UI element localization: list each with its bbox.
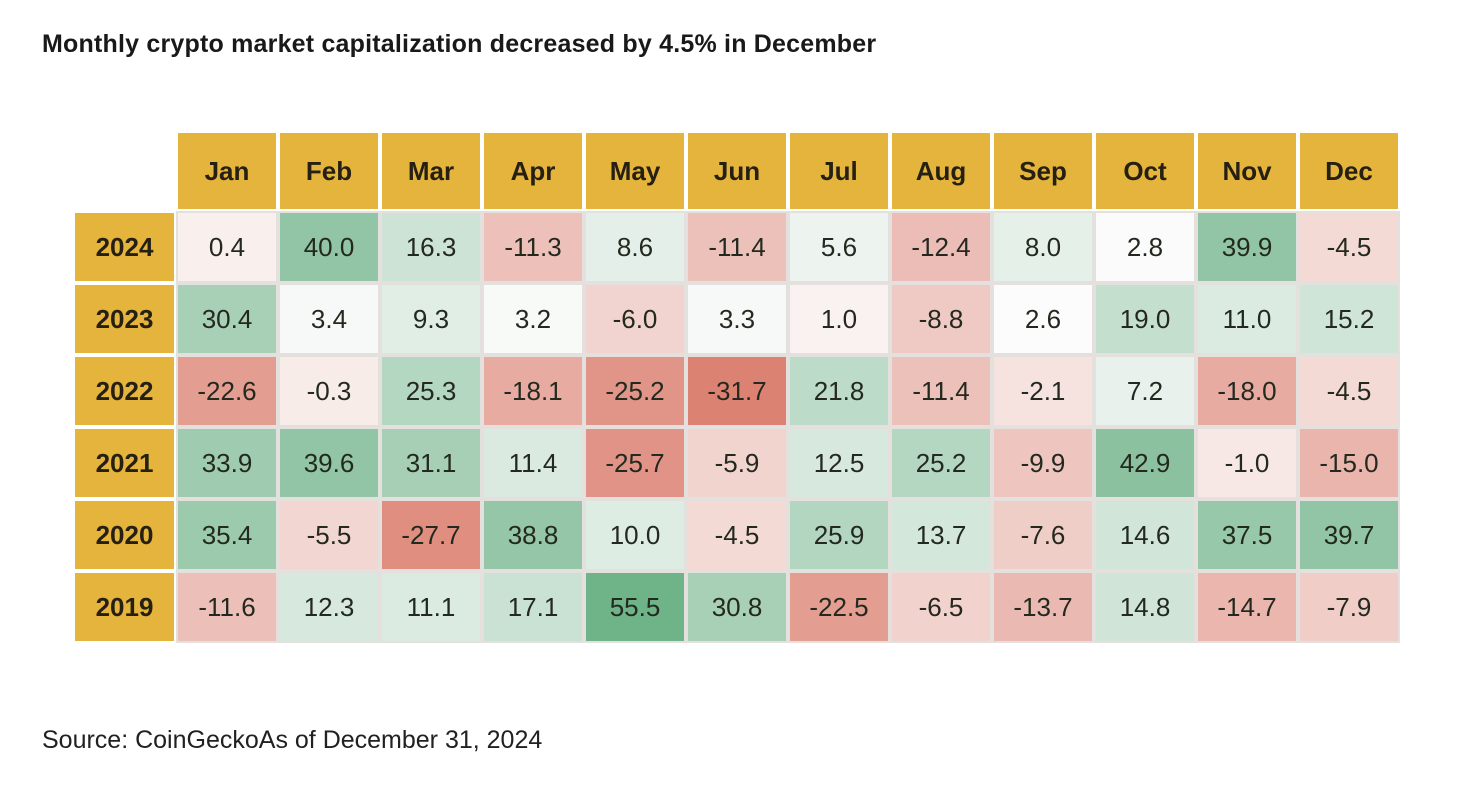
cell-2024-apr: -11.3 [482, 211, 584, 283]
cell-2021-feb: 39.6 [278, 427, 380, 499]
cell-2021-nov: -1.0 [1196, 427, 1298, 499]
column-header-may: May [586, 133, 684, 209]
column-header-apr: Apr [484, 133, 582, 209]
row-header-2022: 2022 [75, 357, 174, 425]
corner-cell [75, 133, 174, 209]
column-header-dec: Dec [1300, 133, 1398, 209]
cell-2021-sep: -9.9 [992, 427, 1094, 499]
cell-2022-jun: -31.7 [686, 355, 788, 427]
cell-2023-aug: -8.8 [890, 283, 992, 355]
cell-2024-sep: 8.0 [992, 211, 1094, 283]
cell-2021-aug: 25.2 [890, 427, 992, 499]
cell-2024-mar: 16.3 [380, 211, 482, 283]
cell-2021-jan: 33.9 [176, 427, 278, 499]
row-header-2024: 2024 [75, 213, 174, 281]
cell-2019-dec: -7.9 [1298, 571, 1400, 643]
cell-2021-jun: -5.9 [686, 427, 788, 499]
cell-2024-nov: 39.9 [1196, 211, 1298, 283]
column-header-feb: Feb [280, 133, 378, 209]
cell-2022-dec: -4.5 [1298, 355, 1400, 427]
row-header-2019: 2019 [75, 573, 174, 641]
cell-2023-mar: 9.3 [380, 283, 482, 355]
cell-2023-jul: 1.0 [788, 283, 890, 355]
cell-2021-oct: 42.9 [1094, 427, 1196, 499]
cell-2019-jun: 30.8 [686, 571, 788, 643]
cell-2020-oct: 14.6 [1094, 499, 1196, 571]
cell-2022-jan: -22.6 [176, 355, 278, 427]
column-header-oct: Oct [1096, 133, 1194, 209]
row-header-2020: 2020 [75, 501, 174, 569]
cell-2024-oct: 2.8 [1094, 211, 1196, 283]
cell-2020-aug: 13.7 [890, 499, 992, 571]
cell-2020-nov: 37.5 [1196, 499, 1298, 571]
cell-2019-may: 55.5 [584, 571, 686, 643]
cell-2021-apr: 11.4 [482, 427, 584, 499]
cell-2020-sep: -7.6 [992, 499, 1094, 571]
cell-2021-may: -25.7 [584, 427, 686, 499]
cell-2022-may: -25.2 [584, 355, 686, 427]
column-header-aug: Aug [892, 133, 990, 209]
cell-2020-jun: -4.5 [686, 499, 788, 571]
cell-2023-nov: 11.0 [1196, 283, 1298, 355]
cell-2022-apr: -18.1 [482, 355, 584, 427]
cell-2023-oct: 19.0 [1094, 283, 1196, 355]
cell-2022-nov: -18.0 [1196, 355, 1298, 427]
cell-2020-dec: 39.7 [1298, 499, 1400, 571]
cell-2019-jul: -22.5 [788, 571, 890, 643]
row-header-2021: 2021 [75, 429, 174, 497]
cell-2022-aug: -11.4 [890, 355, 992, 427]
cell-2024-dec: -4.5 [1298, 211, 1400, 283]
cell-2021-mar: 31.1 [380, 427, 482, 499]
cell-2022-feb: -0.3 [278, 355, 380, 427]
cell-2024-feb: 40.0 [278, 211, 380, 283]
column-header-mar: Mar [382, 133, 480, 209]
cell-2019-jan: -11.6 [176, 571, 278, 643]
row-header-2023: 2023 [75, 285, 174, 353]
cell-2023-may: -6.0 [584, 283, 686, 355]
column-header-jun: Jun [688, 133, 786, 209]
cell-2022-mar: 25.3 [380, 355, 482, 427]
cell-2019-apr: 17.1 [482, 571, 584, 643]
cell-2023-jun: 3.3 [686, 283, 788, 355]
column-header-nov: Nov [1198, 133, 1296, 209]
cell-2022-sep: -2.1 [992, 355, 1094, 427]
cell-2021-dec: -15.0 [1298, 427, 1400, 499]
cell-2023-apr: 3.2 [482, 283, 584, 355]
source-caption: Source: CoinGeckoAs of December 31, 2024 [42, 726, 543, 754]
chart-title: Monthly crypto market capitalization dec… [42, 30, 877, 58]
cell-2023-feb: 3.4 [278, 283, 380, 355]
cell-2020-apr: 38.8 [482, 499, 584, 571]
cell-2019-aug: -6.5 [890, 571, 992, 643]
column-header-sep: Sep [994, 133, 1092, 209]
cell-2023-jan: 30.4 [176, 283, 278, 355]
cell-2019-feb: 12.3 [278, 571, 380, 643]
cell-2019-mar: 11.1 [380, 571, 482, 643]
cell-2019-nov: -14.7 [1196, 571, 1298, 643]
cell-2023-sep: 2.6 [992, 283, 1094, 355]
cell-2019-sep: -13.7 [992, 571, 1094, 643]
cell-2021-jul: 12.5 [788, 427, 890, 499]
cell-2020-jul: 25.9 [788, 499, 890, 571]
cell-2023-dec: 15.2 [1298, 283, 1400, 355]
column-header-jul: Jul [790, 133, 888, 209]
cell-2020-may: 10.0 [584, 499, 686, 571]
cell-2024-jul: 5.6 [788, 211, 890, 283]
cell-2024-jun: -11.4 [686, 211, 788, 283]
cell-2022-oct: 7.2 [1094, 355, 1196, 427]
cell-2024-jan: 0.4 [176, 211, 278, 283]
cell-2020-feb: -5.5 [278, 499, 380, 571]
cell-2022-jul: 21.8 [788, 355, 890, 427]
crypto-monthly-heatmap: Jan Feb Mar Apr May Jun Jul Aug Sep Oct Nov Dec 2024… [75, 133, 1400, 649]
cell-2024-may: 8.6 [584, 211, 686, 283]
cell-2024-aug: -12.4 [890, 211, 992, 283]
cell-2020-mar: -27.7 [380, 499, 482, 571]
cell-2019-oct: 14.8 [1094, 571, 1196, 643]
column-header-jan: Jan [178, 133, 276, 209]
cell-2020-jan: 35.4 [176, 499, 278, 571]
